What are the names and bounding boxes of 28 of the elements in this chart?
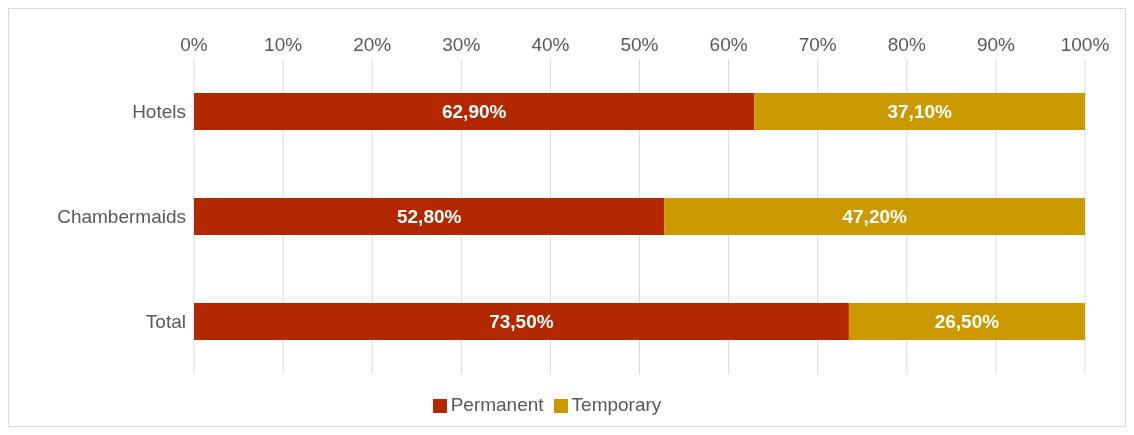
x-tick-label: 40% (531, 34, 570, 55)
x-tick-label: 0% (180, 34, 208, 55)
data-label: 47,20% (842, 206, 908, 227)
y-tick-label: Hotels (132, 101, 186, 123)
x-tick-label: 60% (709, 34, 748, 55)
data-label: 52,80% (397, 206, 462, 227)
data-label: 73,50% (489, 311, 554, 332)
y-tick-label: Total (145, 311, 186, 333)
data-label: 26,50% (934, 311, 1000, 332)
y-tick-label: Chambermaids (57, 206, 186, 228)
bar (848, 303, 1085, 340)
x-tick-label: 20% (353, 34, 392, 55)
bar (194, 303, 849, 340)
x-tick-label: 10% (264, 34, 303, 55)
legend-label: Permanent (450, 394, 544, 415)
data-label: 37,10% (887, 101, 953, 122)
legend-label: Temporary (571, 394, 662, 415)
data-label: 62,90% (441, 101, 507, 122)
x-tick-label: 100% (1060, 34, 1110, 55)
x-tick-label: 50% (620, 34, 659, 55)
x-tick-label: 90% (976, 34, 1016, 55)
bar (194, 198, 665, 235)
x-tick-label: 80% (887, 34, 926, 55)
bar (664, 198, 1085, 235)
bar (754, 93, 1085, 130)
x-tick-label: 30% (442, 34, 481, 55)
x-tick-label: 70% (798, 34, 837, 55)
bar (194, 93, 755, 130)
